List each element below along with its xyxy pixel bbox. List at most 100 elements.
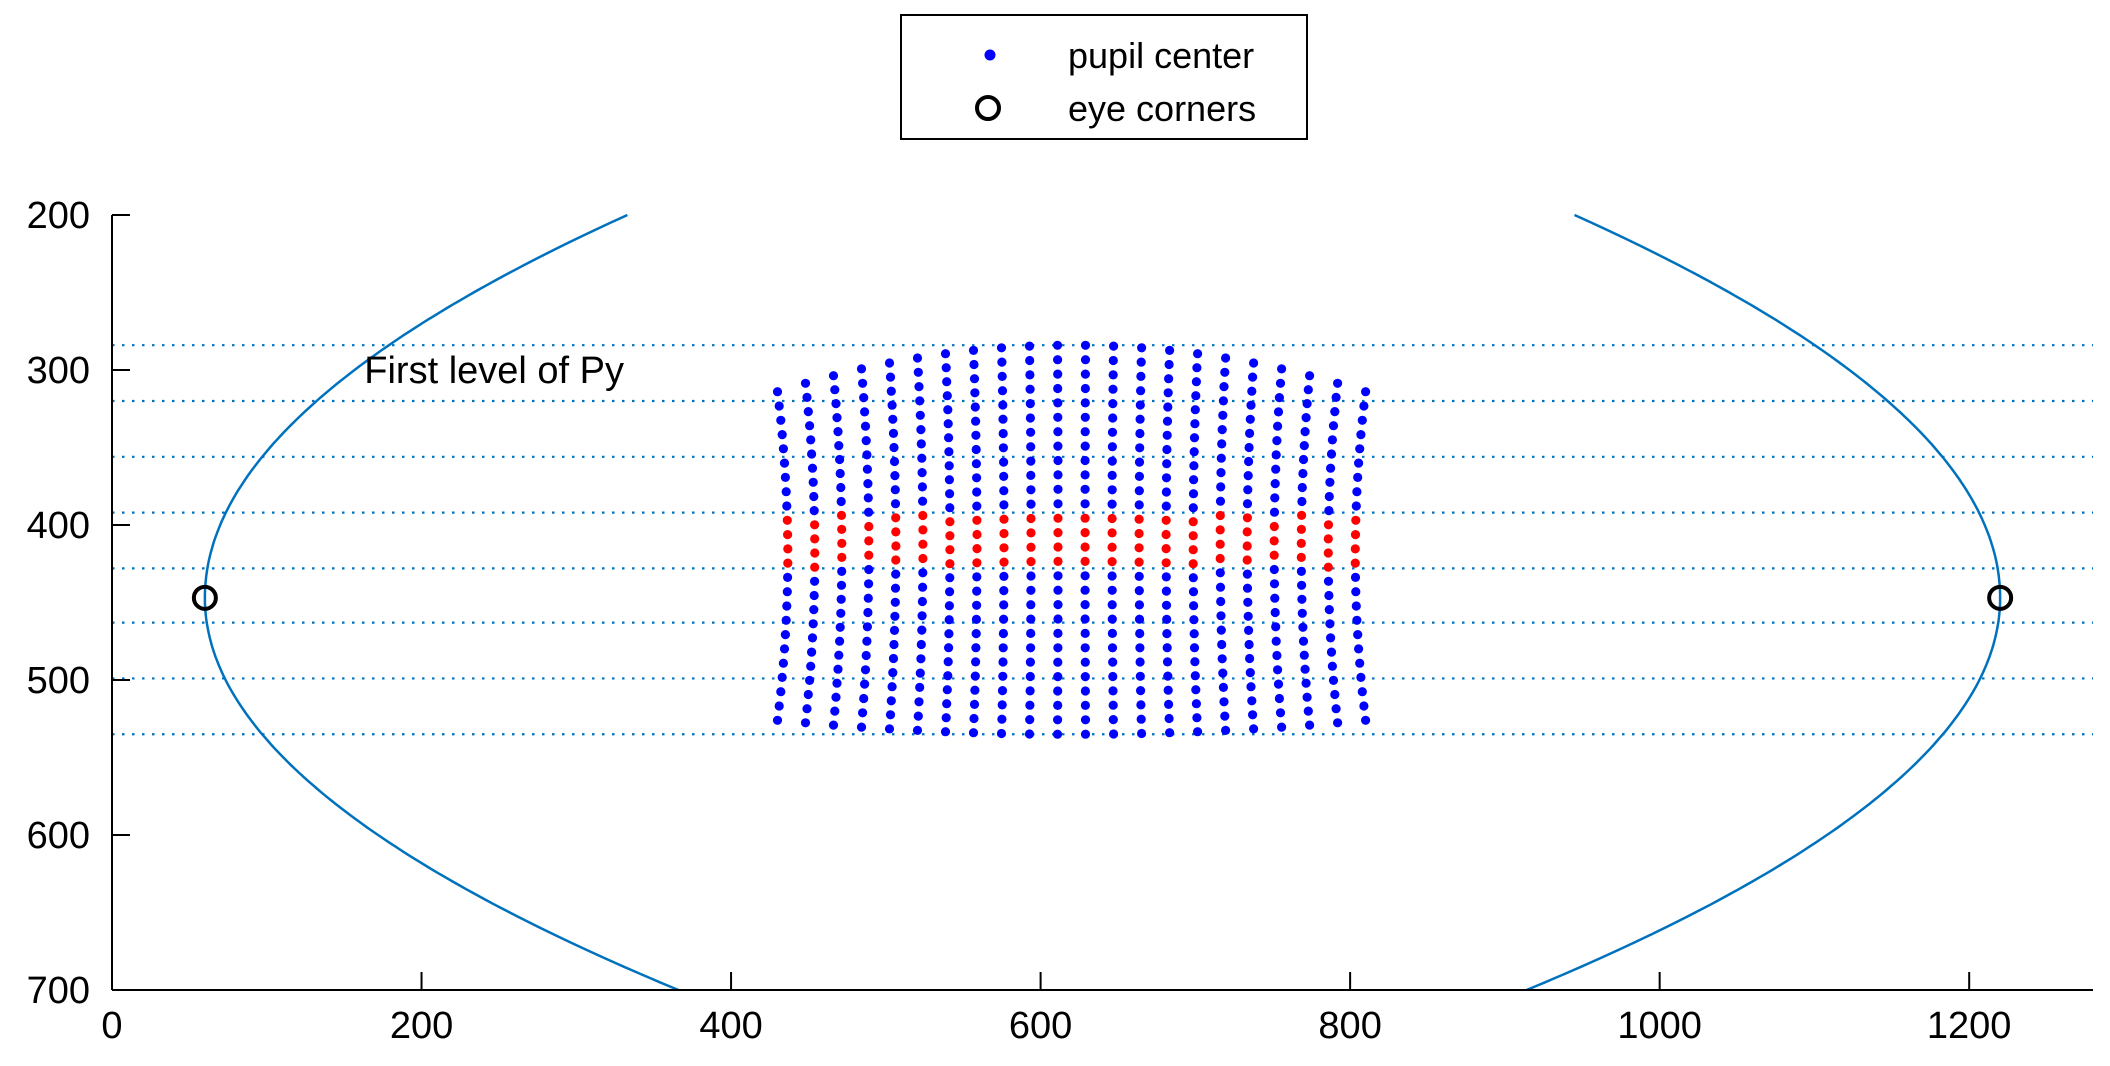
pupil-center-point (1135, 657, 1145, 667)
pupil-center-point (1217, 639, 1227, 650)
pupil-center-point (777, 430, 787, 440)
pupil-center-point (943, 657, 953, 667)
pupil-center-point (1215, 568, 1225, 578)
pupil-center-point (800, 718, 811, 728)
pupil-center-point (862, 464, 873, 474)
pupil-center-point (1351, 601, 1361, 611)
pupil-center-point (835, 622, 845, 632)
pupil-center-point (998, 428, 1008, 439)
pupil-center-point (1080, 398, 1090, 408)
pupil-center-point (915, 682, 925, 693)
x-tick-label: 0 (101, 1005, 122, 1047)
pupil-center-point-selected (1296, 524, 1306, 535)
pupil-center-point (916, 425, 926, 435)
pupil-center-point (972, 600, 982, 610)
pupil-center-point (1080, 369, 1090, 379)
pupil-center-point-selected (1026, 557, 1036, 567)
pupil-center-point (1189, 643, 1200, 653)
pupil-center-point (1352, 487, 1362, 497)
x-tick-label: 800 (1318, 1005, 1381, 1047)
pupil-center-point-selected (1161, 558, 1171, 568)
pupil-center-point (1271, 636, 1281, 646)
pupil-center-point (999, 471, 1009, 481)
pupil-center-point (888, 668, 898, 678)
pupil-center-point (1270, 493, 1280, 503)
pupil-center-point (1136, 386, 1146, 396)
pupil-center-point (970, 388, 980, 398)
pupil-center-point-selected (1188, 517, 1198, 527)
pupil-center-point (807, 449, 817, 459)
pupil-center-point (856, 722, 867, 732)
pupil-center-point (1191, 391, 1201, 401)
pupil-center-point (782, 501, 792, 511)
pupil-center-point (999, 571, 1009, 582)
pupil-center-point-selected (1080, 528, 1090, 538)
pupil-center-point (1107, 442, 1117, 452)
pupil-center-point (1249, 358, 1259, 368)
pupil-center-point (1354, 644, 1364, 654)
pupil-center-point-selected (810, 548, 820, 558)
pupil-center-point (1053, 484, 1063, 494)
pupil-center-point (836, 594, 846, 604)
pupil-center-point (1299, 650, 1309, 660)
pupil-center-point (1025, 384, 1035, 394)
pupil-center-point-selected (864, 550, 874, 560)
pupil-center-point (780, 630, 791, 640)
pupil-center-point (830, 385, 840, 395)
pupil-center-point (1243, 611, 1253, 621)
pupil-center-point (971, 416, 981, 426)
pupil-center-point (1107, 427, 1118, 437)
pupil-center-point (1274, 693, 1284, 704)
pupil-center-point-selected (1026, 528, 1036, 538)
pupil-center-point (806, 661, 816, 671)
pupil-center-point (997, 714, 1007, 724)
x-tick-label: 1000 (1617, 1005, 1702, 1047)
pupil-center-point (1298, 468, 1308, 479)
pupil-center-point (1162, 643, 1172, 653)
pupil-center-point (1275, 708, 1286, 718)
pupil-center-point (778, 658, 789, 668)
pupil-center-point (972, 487, 982, 497)
pupil-center-point (889, 456, 900, 467)
pupil-center-point (1218, 410, 1228, 420)
pupil-center-point-selected (864, 521, 874, 532)
pupil-center-point (1272, 650, 1282, 661)
pupil-center-point (1324, 506, 1334, 516)
pupil-center-point (1053, 383, 1063, 394)
pupil-center-point (863, 493, 873, 503)
pupil-center-point (1136, 357, 1146, 367)
legend-marker-eye-corners (975, 95, 1001, 121)
pupil-center-point (863, 479, 873, 489)
pupil-center-point (1080, 729, 1091, 739)
legend: pupil center eye corners (900, 14, 1308, 140)
pupil-center-point (1135, 643, 1145, 653)
pupil-center-point (1351, 501, 1361, 511)
pupil-center-point (832, 678, 842, 688)
pupil-center-point (831, 399, 841, 409)
pupil-center-point (835, 468, 845, 479)
y-tick-label: 700 (27, 970, 90, 1012)
pupil-center-point (1080, 484, 1090, 494)
pupil-center-point-selected (918, 539, 928, 549)
pupil-center-point (780, 472, 791, 482)
pupil-center-point (998, 414, 1008, 424)
pupil-center-point (971, 643, 981, 653)
pupil-center-point (999, 457, 1009, 467)
pupil-center-point (1245, 668, 1255, 678)
pupil-center-point (1165, 345, 1175, 355)
pupil-center-point (944, 475, 955, 485)
pupil-center-point (1246, 682, 1256, 692)
pupil-center-point (944, 433, 954, 443)
pupil-center-point (1136, 700, 1146, 710)
pupil-center-point (807, 633, 818, 643)
pupil-center-point (782, 587, 792, 597)
pupil-center-point (862, 622, 873, 632)
pupil-center-point (1190, 405, 1200, 415)
pupil-center-point (1356, 430, 1366, 440)
pupil-center-point (1326, 633, 1336, 643)
pupil-center-point (834, 441, 844, 451)
pupil-center-point (1221, 725, 1231, 736)
pupil-center-point (1052, 729, 1063, 739)
pupil-center-point (1191, 699, 1201, 709)
pupil-center-point (831, 692, 841, 702)
